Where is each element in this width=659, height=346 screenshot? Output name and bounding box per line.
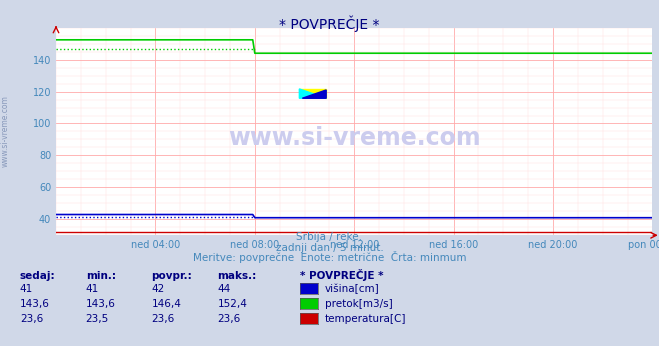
Text: temperatura[C]: temperatura[C]	[325, 315, 407, 325]
Text: pretok[m3/s]: pretok[m3/s]	[325, 299, 393, 309]
Text: 143,6: 143,6	[86, 299, 115, 309]
Text: www.si-vreme.com: www.si-vreme.com	[1, 95, 10, 167]
Text: * POVPREČJE *: * POVPREČJE *	[279, 16, 380, 32]
Text: 23,6: 23,6	[152, 315, 175, 325]
Text: maks.:: maks.:	[217, 271, 257, 281]
Text: 41: 41	[20, 284, 33, 294]
Text: sedaj:: sedaj:	[20, 271, 55, 281]
Text: povpr.:: povpr.:	[152, 271, 192, 281]
Polygon shape	[302, 90, 326, 98]
Text: Meritve: povprečne  Enote: metrične  Črta: minmum: Meritve: povprečne Enote: metrične Črta:…	[192, 251, 467, 263]
Text: 23,5: 23,5	[86, 315, 109, 325]
Text: 23,6: 23,6	[217, 315, 241, 325]
Text: 23,6: 23,6	[20, 315, 43, 325]
Text: Srbija / reke.: Srbija / reke.	[297, 233, 362, 243]
Text: 143,6: 143,6	[20, 299, 49, 309]
Text: 42: 42	[152, 284, 165, 294]
Text: višina[cm]: višina[cm]	[325, 284, 380, 294]
Text: min.:: min.:	[86, 271, 116, 281]
Polygon shape	[299, 89, 326, 98]
Text: 152,4: 152,4	[217, 299, 247, 309]
Text: zadnji dan / 5 minut.: zadnji dan / 5 minut.	[275, 243, 384, 253]
Text: www.si-vreme.com: www.si-vreme.com	[228, 126, 480, 150]
Polygon shape	[299, 89, 326, 98]
Text: 146,4: 146,4	[152, 299, 181, 309]
Text: 44: 44	[217, 284, 231, 294]
Text: 41: 41	[86, 284, 99, 294]
Text: * POVPREČJE *: * POVPREČJE *	[300, 268, 384, 281]
